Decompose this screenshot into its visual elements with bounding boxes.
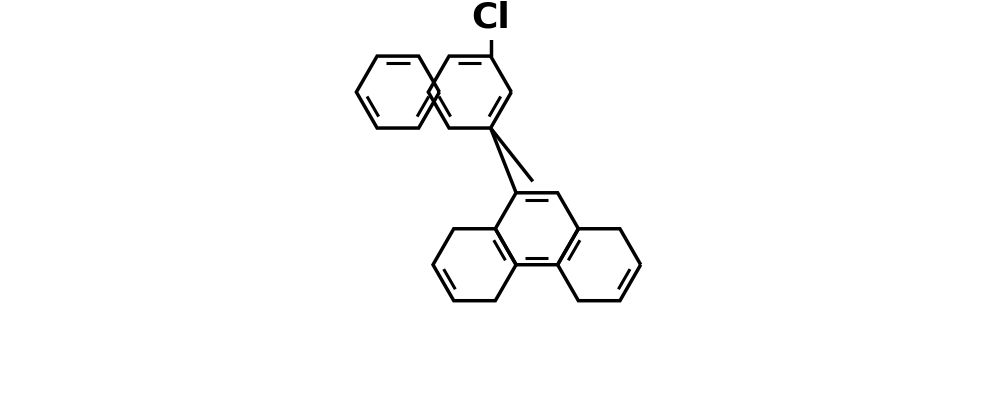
Text: Cl: Cl bbox=[471, 1, 510, 35]
